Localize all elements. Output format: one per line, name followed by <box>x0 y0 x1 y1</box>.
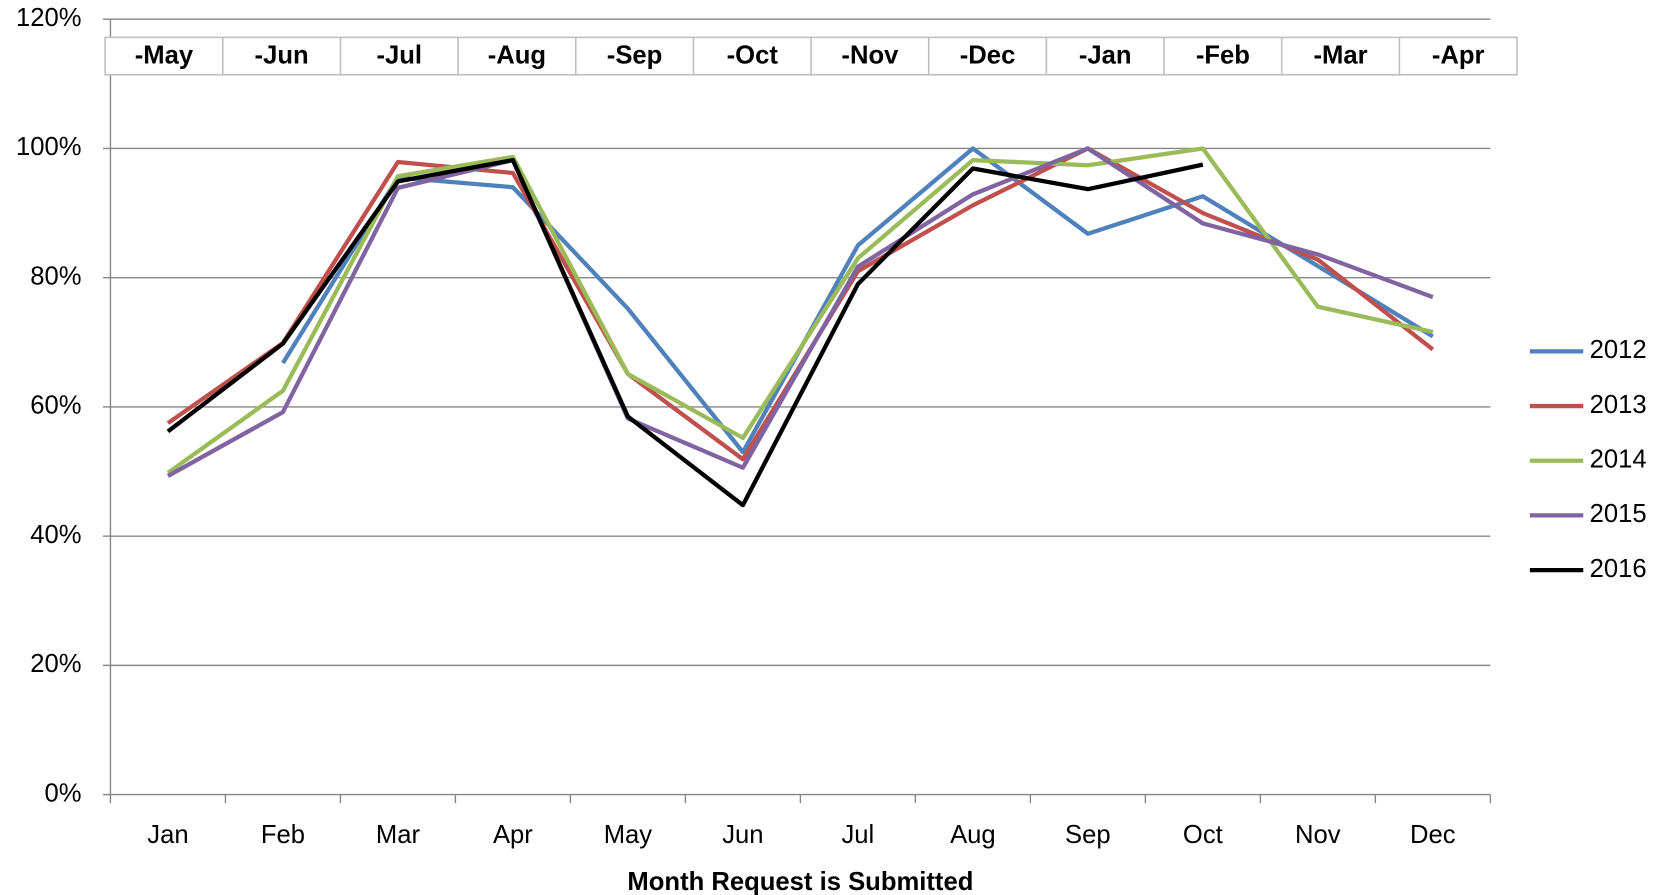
x-axis-title: Month Request is Submitted <box>627 868 973 895</box>
y-tick-label: 120% <box>16 4 82 32</box>
y-tick-label: 100% <box>16 133 82 161</box>
legend-label: 2016 <box>1590 555 1647 583</box>
y-tick-label: 40% <box>30 521 81 549</box>
x-tick-label: May <box>604 821 653 849</box>
legend-label: 2013 <box>1590 391 1647 419</box>
legend-label: 2015 <box>1590 500 1647 528</box>
x-tick-label: Mar <box>376 821 421 849</box>
header-label: -Mar <box>1313 41 1367 69</box>
header-label: -Nov <box>841 41 899 69</box>
header-label: -Dec <box>960 41 1016 69</box>
header-label: -Oct <box>727 41 779 69</box>
x-tick-label: Oct <box>1183 821 1223 849</box>
series-line <box>281 146 1434 455</box>
series-line <box>166 146 1434 475</box>
header-label: -Sep <box>607 41 663 69</box>
y-tick-label: 0% <box>45 779 82 807</box>
header-label: -Apr <box>1432 41 1485 69</box>
header-label: -Jan <box>1079 41 1132 69</box>
legend-label: 2014 <box>1590 446 1647 474</box>
series-line <box>166 146 1435 462</box>
x-tick-label: Jan <box>147 821 188 849</box>
header-label: -May <box>135 41 194 69</box>
x-tick-label: Feb <box>261 821 305 849</box>
x-tick-label: Nov <box>1295 821 1341 849</box>
header-label: -Jun <box>255 41 309 69</box>
x-tick-label: Aug <box>950 821 996 849</box>
header-label: -Feb <box>1196 41 1250 69</box>
y-tick-label: 80% <box>30 262 81 290</box>
x-tick-label: Dec <box>1410 821 1456 849</box>
header-label: -Jul <box>376 41 422 69</box>
x-tick-label: Jul <box>842 821 875 849</box>
series-line <box>166 157 1204 508</box>
x-tick-label: Sep <box>1065 821 1111 849</box>
x-tick-label: Apr <box>493 821 533 849</box>
y-tick-label: 20% <box>30 650 81 678</box>
y-tick-label: 60% <box>30 392 81 420</box>
header-label: -Aug <box>488 41 546 69</box>
legend-label: 2012 <box>1590 336 1647 364</box>
series-line <box>166 146 1434 478</box>
x-tick-label: Jun <box>722 821 763 849</box>
